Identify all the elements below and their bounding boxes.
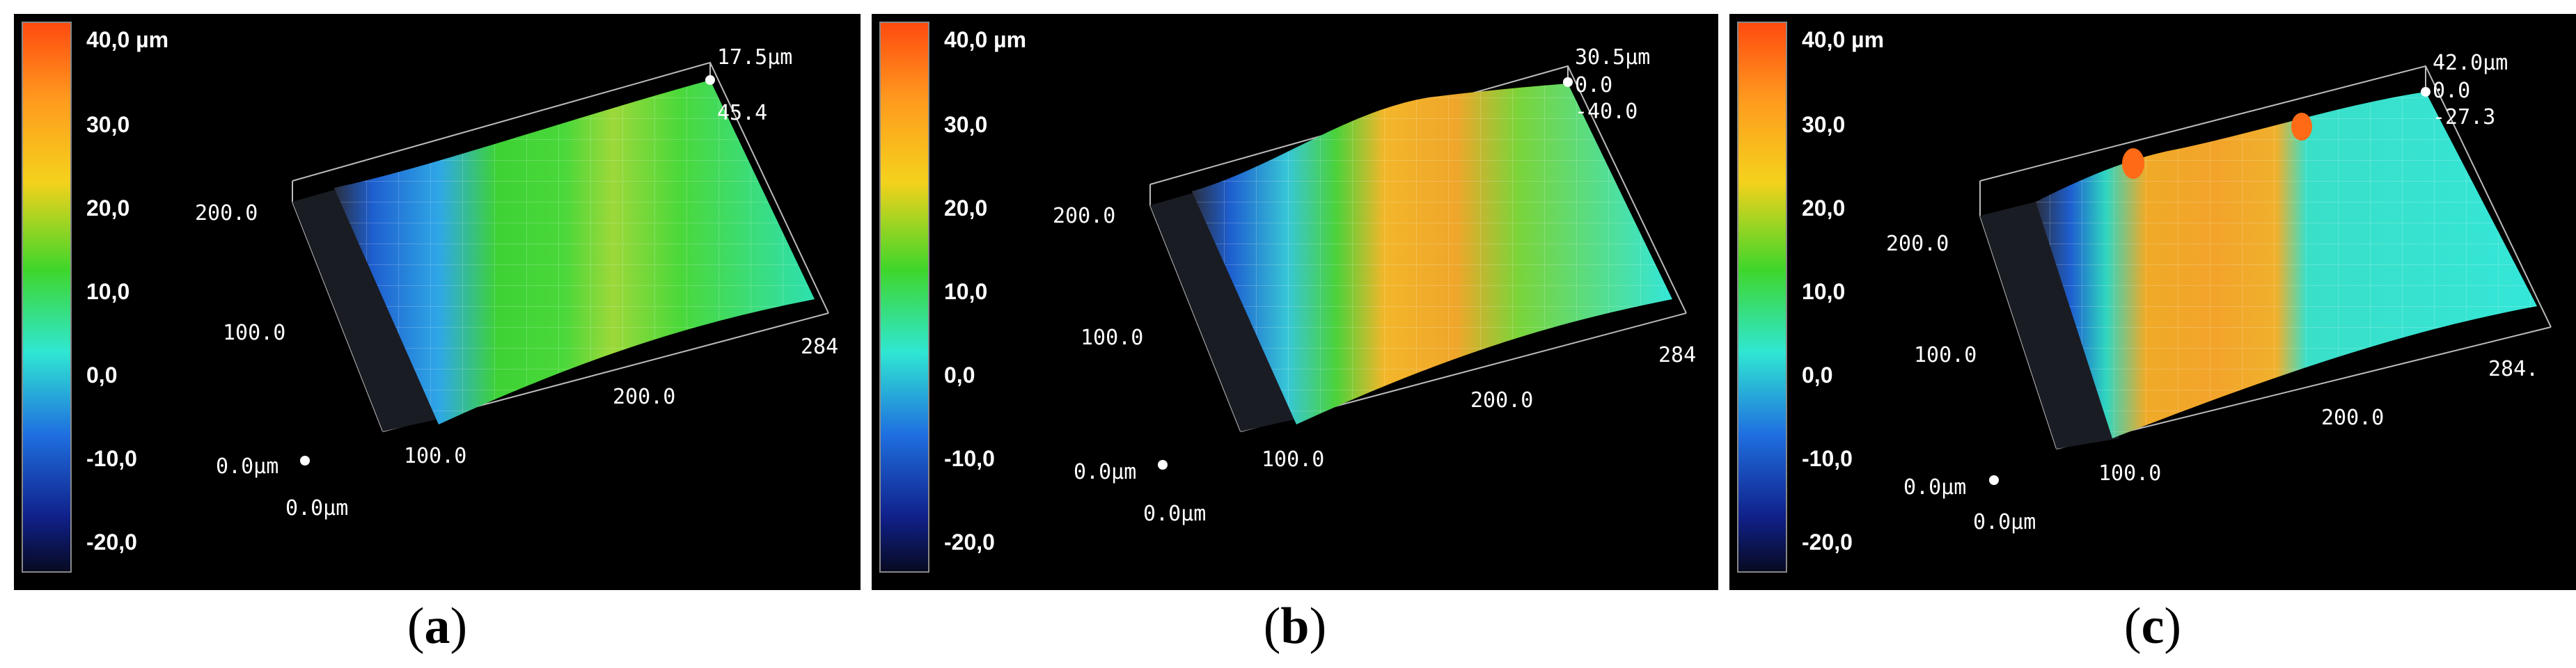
colorbar-tick-40: 40,0 µm: [86, 27, 168, 52]
x-200-label: 200.0: [613, 385, 675, 409]
colorbar: [1737, 22, 1787, 573]
surface-peak: [2122, 148, 2144, 179]
z-top-label: 30.5µm: [1575, 45, 1650, 70]
z-top-label: 42.0µm: [2433, 51, 2508, 75]
z-mid-label: 0.0: [1575, 73, 1612, 97]
x-100-label: 100.0: [404, 444, 466, 468]
z-mid-label: 45.4: [717, 101, 767, 125]
y-100-label: 100.0: [1914, 343, 1977, 367]
origin-y-label: 0.0µm: [1074, 460, 1136, 484]
colorbar-tick-minus20: -20,0: [944, 530, 995, 555]
origin-x-label: 0.0µm: [1973, 510, 2036, 534]
x-200-label: 200.0: [2321, 406, 2384, 430]
origin-marker: [300, 456, 310, 466]
z-extra-label: -27.3: [2433, 105, 2495, 129]
caption-c: (c): [2123, 598, 2182, 655]
surface-base: [292, 188, 446, 431]
surface-base: [1150, 191, 1303, 431]
colorbar-tick-10: 10,0: [86, 279, 129, 304]
surface-panel-c: 40,0 µm 30,0 20,0 10,0 0,0 -10,0 -20,0 4…: [1729, 14, 2576, 590]
origin-y-label: 0.0µm: [216, 454, 278, 479]
colorbar-tick-30: 30,0: [944, 112, 987, 137]
colorbar-tick-0: 0,0: [86, 363, 117, 388]
origin-x-label: 0.0µm: [1143, 502, 1206, 526]
colorbar-tick-20: 20,0: [86, 196, 129, 221]
colorbar-tick-40: 40,0 µm: [944, 27, 1026, 52]
corner-marker: [1563, 77, 1573, 87]
x-200-label: 200.0: [1470, 388, 1533, 413]
x-end-label: 284: [801, 335, 838, 359]
surface-grid: [1192, 84, 1672, 424]
colorbar-tick-10: 10,0: [944, 279, 987, 304]
caption-b: (b): [1263, 598, 1327, 655]
colorbar-tick-minus20: -20,0: [1802, 530, 1853, 555]
origin-marker: [1158, 460, 1168, 470]
y-200-label: 200.0: [1053, 204, 1115, 228]
corner-marker: [705, 75, 715, 85]
colorbar-tick-20: 20,0: [944, 196, 987, 221]
origin-x-label: 0.0µm: [285, 496, 348, 520]
surface-grid: [334, 80, 815, 424]
surface-grid: [2036, 92, 2537, 438]
colorbar-tick-0: 0,0: [944, 363, 975, 388]
colorbar-tick-40: 40,0 µm: [1802, 27, 1884, 52]
origin-y-label: 0.0µm: [1903, 475, 1966, 500]
corner-marker: [2421, 87, 2430, 97]
caption-a: (a): [407, 598, 468, 655]
colorbar-tick-10: 10,0: [1802, 279, 1845, 304]
colorbar: [22, 22, 72, 573]
colorbar-tick-20: 20,0: [1802, 196, 1845, 221]
z-extra-label: -40.0: [1575, 100, 1638, 124]
y-200-label: 200.0: [1886, 232, 1949, 256]
z-mid-label: 0.0: [2433, 79, 2470, 103]
surface-panel-a: 40,0 µm 30,0 20,0 10,0 0,0 -10,0 -20,0 1…: [14, 14, 861, 590]
origin-marker: [1989, 475, 1999, 485]
colorbar: [879, 22, 929, 573]
colorbar-tick-30: 30,0: [86, 112, 129, 137]
colorbar-tick-30: 30,0: [1802, 112, 1845, 137]
y-100-label: 100.0: [223, 321, 285, 345]
colorbar-tick-minus10: -10,0: [1802, 446, 1853, 471]
colorbar-tick-0: 0,0: [1802, 363, 1832, 388]
x-100-label: 100.0: [2098, 461, 2161, 486]
surface-plot-a: 40,0 µm 30,0 20,0 10,0 0,0 -10,0 -20,0 1…: [22, 22, 838, 573]
y-200-label: 200.0: [195, 201, 258, 225]
surface-peak: [2291, 113, 2312, 141]
surface-plot-b: 40,0 µm 30,0 20,0 10,0 0,0 -10,0 -20,0 3…: [879, 22, 1696, 573]
y-100-label: 100.0: [1081, 326, 1143, 350]
surface-panel-b: 40,0 µm 30,0 20,0 10,0 0,0 -10,0 -20,0 3…: [872, 14, 1718, 590]
surface-base: [1980, 202, 2119, 449]
colorbar-tick-minus10: -10,0: [944, 446, 995, 471]
x-end-label: 284: [1658, 343, 1696, 367]
z-top-label: 17.5µm: [717, 45, 792, 70]
colorbar-tick-minus20: -20,0: [86, 530, 137, 555]
x-end-label: 284.: [2488, 357, 2538, 381]
colorbar-tick-minus10: -10,0: [86, 446, 137, 471]
x-100-label: 100.0: [1262, 447, 1324, 472]
surface-plot-c: 40,0 µm 30,0 20,0 10,0 0,0 -10,0 -20,0 4…: [1737, 22, 2552, 573]
